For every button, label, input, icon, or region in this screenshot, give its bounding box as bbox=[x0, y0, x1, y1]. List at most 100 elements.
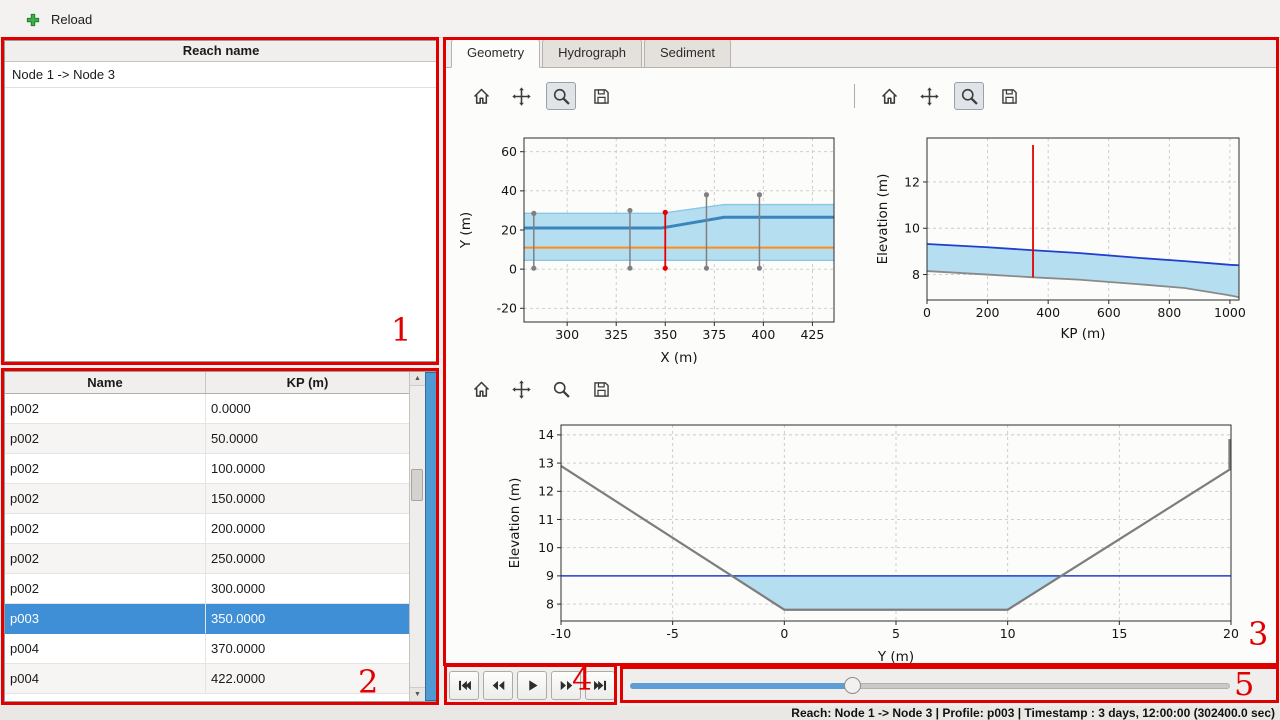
long-profile-plot[interactable]: 0 200 400 600 800 1000 8 10 12 KP (m) Elevation (m… bbox=[859, 120, 1279, 370]
table-row[interactable]: p002 100.0000 bbox=[5, 454, 409, 484]
scrollbar-up-arrow[interactable]: ▲ bbox=[410, 372, 425, 386]
svg-text:8: 8 bbox=[912, 267, 920, 282]
cross-section-zoom-button[interactable] bbox=[546, 375, 576, 403]
table-row[interactable]: p002 0.0000 bbox=[5, 394, 409, 424]
svg-text:400: 400 bbox=[751, 327, 775, 342]
table-row[interactable]: p002 250.0000 bbox=[5, 544, 409, 574]
scrollbar-handle[interactable] bbox=[411, 469, 423, 501]
cross-section-home-button[interactable] bbox=[466, 375, 496, 403]
status-bar: Reach: Node 1 -> Node 3 | Profile: p003 … bbox=[0, 706, 1280, 720]
profile-table-body: p002 0.0000 p002 50.0000 p002 100.0000 p002 150… bbox=[5, 394, 409, 701]
cell-name: p002 bbox=[5, 424, 206, 454]
secondary-scrollbar[interactable] bbox=[425, 372, 437, 701]
cell-name: p004 bbox=[5, 634, 206, 664]
cell-kp: 200.0000 bbox=[206, 514, 409, 544]
zoom-icon bbox=[553, 381, 570, 398]
table-scrollbar[interactable]: ▲ ▼ bbox=[409, 372, 425, 701]
tab-sediment[interactable]: Sediment bbox=[644, 39, 731, 68]
cross-section-plot[interactable]: -10 -5 0 5 10 15 20 8 9 10 11 12 13 14 Y (m) Elevation … bbox=[449, 412, 1239, 664]
plot-panel: Geometry Hydrograph Sediment 300 325 350 375 4… bbox=[445, 39, 1279, 666]
column-header-name[interactable]: Name bbox=[5, 372, 206, 393]
top-toolbar: Reload bbox=[0, 0, 1280, 38]
table-row[interactable]: p003 350.0000 bbox=[5, 604, 409, 634]
reload-button[interactable]: Reload bbox=[18, 7, 100, 32]
svg-text:15: 15 bbox=[1111, 626, 1127, 641]
rewind-button[interactable] bbox=[483, 671, 513, 700]
long-profile-plot-toolbar bbox=[874, 82, 1024, 110]
reload-label: Reload bbox=[51, 12, 93, 27]
plan-view-pan-button[interactable] bbox=[506, 82, 536, 110]
cell-name: p002 bbox=[5, 544, 206, 574]
svg-text:40: 40 bbox=[501, 183, 517, 198]
column-header-kp[interactable]: KP (m) bbox=[286, 375, 329, 390]
time-slider-handle[interactable] bbox=[844, 677, 861, 694]
fast-forward-button[interactable] bbox=[551, 671, 581, 700]
cell-kp: 370.0000 bbox=[206, 634, 409, 664]
cross-section-save-button[interactable] bbox=[586, 375, 616, 403]
tab-hydrograph[interactable]: Hydrograph bbox=[542, 39, 643, 68]
scrollbar-down-arrow[interactable]: ▼ bbox=[410, 687, 425, 701]
svg-text:KP (m): KP (m) bbox=[1061, 326, 1106, 342]
plan-view-save-button[interactable] bbox=[586, 82, 616, 110]
svg-text:12: 12 bbox=[904, 174, 920, 189]
cell-kp: 300.0000 bbox=[206, 574, 409, 604]
table-row[interactable]: p002 200.0000 bbox=[5, 514, 409, 544]
svg-text:12: 12 bbox=[538, 484, 554, 499]
svg-text:8: 8 bbox=[546, 596, 554, 611]
cell-name: p002 bbox=[5, 574, 206, 604]
cell-kp: 0.0000 bbox=[206, 394, 409, 424]
cell-name: p002 bbox=[5, 514, 206, 544]
long-profile-pan-button[interactable] bbox=[914, 82, 944, 110]
time-slider-fill bbox=[630, 683, 852, 689]
long-profile-save-button[interactable] bbox=[994, 82, 1024, 110]
plan-view-home-button[interactable] bbox=[466, 82, 496, 110]
svg-text:10: 10 bbox=[538, 540, 554, 555]
plan-view-plot[interactable]: 300 325 350 375 400 425 -20 0 20 40 60 X (m) Y (m) bbox=[454, 120, 854, 370]
cross-section-pan-button[interactable] bbox=[506, 375, 536, 403]
home-icon bbox=[473, 88, 489, 104]
play-button[interactable] bbox=[517, 671, 547, 700]
svg-text:14: 14 bbox=[538, 427, 554, 442]
skip-to-end-button[interactable] bbox=[585, 671, 615, 700]
table-row[interactable]: p002 300.0000 bbox=[5, 574, 409, 604]
play-icon bbox=[528, 680, 538, 691]
plan-view-zoom-button[interactable] bbox=[546, 82, 576, 110]
svg-text:Y (m): Y (m) bbox=[877, 649, 914, 664]
table-row[interactable]: p004 370.0000 bbox=[5, 634, 409, 664]
svg-text:0: 0 bbox=[780, 626, 788, 641]
table-row[interactable]: p002 50.0000 bbox=[5, 424, 409, 454]
svg-text:200: 200 bbox=[976, 305, 1000, 320]
table-row[interactable]: p002 150.0000 bbox=[5, 484, 409, 514]
svg-text:350: 350 bbox=[653, 327, 677, 342]
reach-list-body: Node 1 -> Node 3 bbox=[5, 62, 437, 88]
long-profile-home-button[interactable] bbox=[874, 82, 904, 110]
svg-text:20: 20 bbox=[1223, 626, 1239, 641]
svg-text:-20: -20 bbox=[497, 301, 517, 316]
reach-list-item[interactable]: Node 1 -> Node 3 bbox=[5, 62, 437, 88]
svg-text:400: 400 bbox=[1036, 305, 1060, 320]
time-slider[interactable] bbox=[630, 677, 1230, 694]
playback-controls bbox=[449, 671, 615, 700]
svg-text:Elevation (m): Elevation (m) bbox=[875, 174, 891, 265]
cell-name: p003 bbox=[5, 604, 206, 634]
cross-section-plot-toolbar bbox=[466, 375, 616, 403]
svg-text:13: 13 bbox=[538, 455, 554, 470]
svg-text:0: 0 bbox=[923, 305, 931, 320]
cell-kp: 150.0000 bbox=[206, 484, 409, 514]
table-row[interactable]: p004 422.0000 bbox=[5, 664, 409, 694]
save-icon bbox=[1001, 88, 1017, 104]
plan-view-plot-toolbar bbox=[466, 82, 616, 110]
skip-to-start-icon bbox=[458, 680, 471, 691]
svg-text:1000: 1000 bbox=[1214, 305, 1246, 320]
svg-text:-5: -5 bbox=[666, 626, 678, 641]
pan-icon bbox=[919, 86, 939, 106]
svg-text:60: 60 bbox=[501, 144, 517, 159]
cell-name: p002 bbox=[5, 394, 206, 424]
skip-to-start-button[interactable] bbox=[449, 671, 479, 700]
cell-kp: 100.0000 bbox=[206, 454, 409, 484]
svg-text:20: 20 bbox=[501, 222, 517, 237]
save-icon bbox=[593, 381, 609, 397]
tab-geometry[interactable]: Geometry bbox=[451, 39, 541, 68]
long-profile-zoom-button[interactable] bbox=[954, 82, 984, 110]
home-icon bbox=[881, 88, 897, 104]
